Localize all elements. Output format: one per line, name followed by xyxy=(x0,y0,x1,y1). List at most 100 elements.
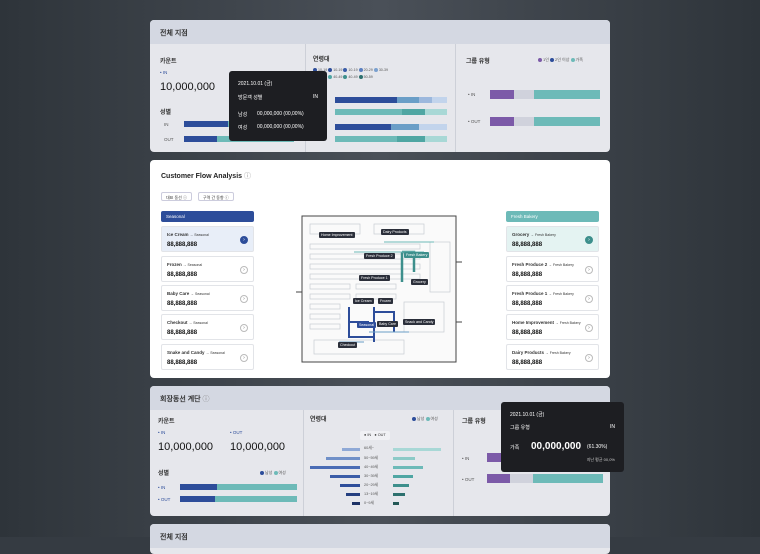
gender-legend: 남성 여성 xyxy=(260,470,286,476)
map-label-fp2[interactable]: Fresh Produce 2 xyxy=(364,253,395,259)
right-item-0[interactable]: Grocery → Fresh Bakery 88,888,888 › xyxy=(506,226,599,252)
map-label-dairy[interactable]: Dairy Products xyxy=(381,229,409,235)
map-label-ice[interactable]: Ice Cream xyxy=(353,298,374,304)
chevron-right-icon: › xyxy=(585,295,593,303)
left-item-1[interactable]: Frozen → Seasonal 88,888,888 › xyxy=(161,256,254,282)
age-bar-male-1[interactable] xyxy=(326,457,360,460)
tab-representative-flow[interactable]: 대표 동선 ⓘ xyxy=(161,192,192,201)
group-in-label: • IN xyxy=(462,456,470,461)
age-bar-male-0[interactable] xyxy=(342,448,360,451)
age-bar-1[interactable] xyxy=(335,97,447,103)
count-label: 카운트 xyxy=(160,59,177,65)
group-out-bar[interactable] xyxy=(487,474,603,483)
gender-tooltip: 2021.10.01 (금) 방문객 성별 IN 남성 00,000,000 (… xyxy=(229,71,327,141)
group-in-label: • IN xyxy=(468,92,476,97)
chevron-right-icon: › xyxy=(240,354,248,362)
map-label-seasonal[interactable]: Seasonal xyxy=(357,322,376,328)
tooltip-inout: IN xyxy=(313,94,318,100)
tab-zone-trend[interactable]: 구역 간 동향 ⓘ xyxy=(198,192,234,201)
group-out-label: • OUT xyxy=(468,119,481,124)
group-tooltip: 2021.10.01 (금) 그룹 유형 IN 가족 00,000,000 (6… xyxy=(501,402,624,472)
age-group-2: 40~49세 xyxy=(364,465,379,469)
chevron-right-icon: › xyxy=(585,266,593,274)
right-item-2[interactable]: Fresh Produce 1 → Fresh Bakery 88,888,888… xyxy=(506,285,599,311)
tooltip-title: 방문객 성별 xyxy=(238,95,263,101)
tooltip-row-pct: (61.30%) xyxy=(587,444,608,450)
age-bar-male-6[interactable] xyxy=(352,502,360,505)
age-bar-4[interactable] xyxy=(335,136,447,142)
group-in-bar[interactable] xyxy=(490,90,600,99)
age-bar-female-6[interactable] xyxy=(393,502,399,505)
age-group-5: 13~19세 xyxy=(364,492,379,496)
group-out-bar[interactable] xyxy=(490,117,600,126)
age-bar-female-2[interactable] xyxy=(393,466,423,469)
map-label-fp1[interactable]: Fresh Produce 1 xyxy=(359,275,390,281)
age-bar-female-3[interactable] xyxy=(393,475,413,478)
age-bar-male-4[interactable] xyxy=(340,484,360,487)
map-label-snack[interactable]: Snack and Candy xyxy=(403,319,436,325)
right-item-1[interactable]: Fresh Produce 2 → Fresh Bakery 88,888,888… xyxy=(506,256,599,282)
age-legend: 10-19 10-19 10-19 20-29 30-39 xyxy=(313,68,388,73)
age-group-3: 30~39세 xyxy=(364,474,379,478)
age-group-0: 60세~ xyxy=(364,446,374,450)
tooltip-title: 그룹 유형 xyxy=(510,425,530,431)
gender-out-label: OUT xyxy=(164,137,174,142)
map-label-checkout[interactable]: Checkout xyxy=(338,342,358,348)
age-column xyxy=(303,410,453,516)
chevron-right-icon: › xyxy=(240,295,248,303)
top-summary-card: 전체 지점 카운트 • IN 10,000,000 성별 IN OUT 연령대 … xyxy=(150,20,610,152)
gender-label: 성별 xyxy=(160,110,172,116)
chevron-right-icon: › xyxy=(585,354,593,362)
tooltip-date: 2021.10.01 (금) xyxy=(238,81,273,87)
age-bar-3[interactable] xyxy=(335,124,447,130)
age-bar-female-4[interactable] xyxy=(393,484,409,487)
group-label: 그룹 유형 xyxy=(466,59,490,65)
tooltip-row-value: 00,000,000 xyxy=(531,441,582,452)
age-label: 연령대 xyxy=(310,417,327,423)
flow-title: Customer Flow Analysis ⓘ xyxy=(161,173,251,180)
age-bar-male-2[interactable] xyxy=(310,466,360,469)
card-title: 전체 지점 xyxy=(150,20,610,44)
map-label-baby[interactable]: Baby Care xyxy=(377,321,398,327)
tooltip-row1-value: 00,000,000 (00,00%) xyxy=(257,111,304,117)
map-label-grocery[interactable]: Grocery xyxy=(411,279,428,285)
age-bar-female-1[interactable] xyxy=(393,457,415,460)
chevron-right-icon: › xyxy=(240,236,248,244)
left-item-2[interactable]: Baby Care → Seasonal 88,888,888 › xyxy=(161,285,254,311)
age-bar-male-5[interactable] xyxy=(346,493,360,496)
count-label: 카운트 xyxy=(158,419,175,425)
tooltip-row2-label: 여성 xyxy=(238,125,248,131)
left-item-0[interactable]: Ice Cream → Seasonal 88,888,888 › xyxy=(161,226,254,252)
group-label: 그룹 유형 xyxy=(462,419,486,425)
group-column xyxy=(453,410,610,516)
group-legend: 1인 2인 이상 가족 xyxy=(538,57,583,63)
chevron-right-icon: › xyxy=(240,266,248,274)
tooltip-row1-label: 남성 xyxy=(238,112,248,118)
gender-label: 성별 xyxy=(158,471,170,477)
right-item-4[interactable]: Dairy Products → Fresh Bakery 88,888,888 › xyxy=(506,344,599,370)
gender-out-bar[interactable] xyxy=(180,496,297,502)
map-label-frozen[interactable]: Frozen xyxy=(378,298,394,304)
in-out-toggle[interactable]: ● IN ● OUT xyxy=(360,431,390,440)
gender-out-label: • OUT xyxy=(158,497,171,502)
age-bar-female-0[interactable] xyxy=(393,448,441,451)
chevron-right-icon: › xyxy=(585,236,593,244)
tooltip-inout: IN xyxy=(610,424,615,430)
map-label-home[interactable]: Home Improvement xyxy=(319,232,355,238)
gender-in-bar[interactable] xyxy=(180,484,297,490)
age-legend: 남성 여성 xyxy=(412,416,438,422)
next-card: 전체 지점 xyxy=(150,524,610,554)
age-bar-2[interactable] xyxy=(335,109,447,115)
map-label-fb[interactable]: Fresh Bakery xyxy=(404,252,430,258)
age-bar-female-5[interactable] xyxy=(393,493,405,496)
chevron-right-icon: › xyxy=(240,324,248,332)
age-bar-male-3[interactable] xyxy=(330,475,360,478)
tooltip-note: 지난 평균 00,0% xyxy=(586,457,615,462)
in-count: 10,000,000 xyxy=(160,81,216,93)
in-count: 10,000,000 xyxy=(158,441,214,453)
left-item-3[interactable]: Checkout → Seasonal 88,888,888 › xyxy=(161,314,254,340)
left-item-4[interactable]: Snake and Candy → Seasonal 88,888,888 › xyxy=(161,344,254,370)
right-item-3[interactable]: Home Improvement → Fresh Bakery 88,888,88… xyxy=(506,314,599,340)
group-out-label: • OUT xyxy=(462,477,475,482)
customer-flow-card: Customer Flow Analysis ⓘ 대표 동선 ⓘ 구역 간 동향… xyxy=(150,160,610,378)
